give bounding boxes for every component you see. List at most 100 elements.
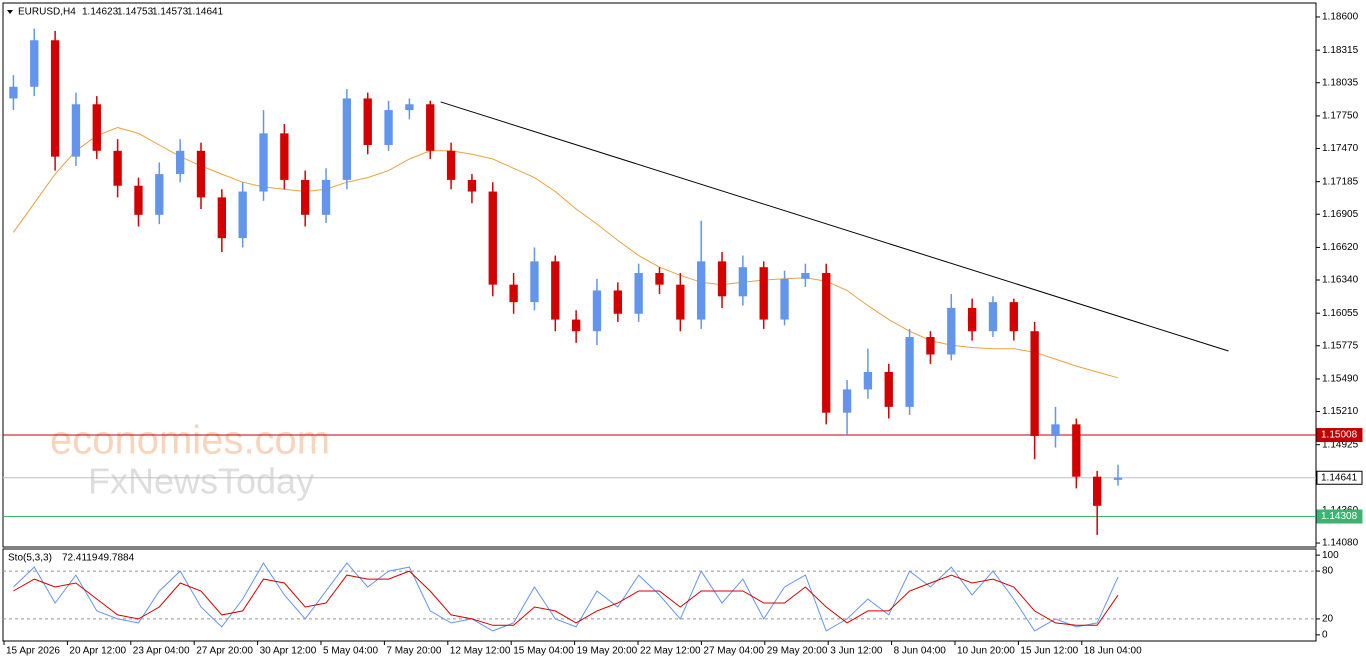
- candle-body: [530, 261, 539, 303]
- x-tick-label: 12 May 12:00: [450, 646, 511, 657]
- candle-body: [717, 261, 727, 297]
- stoch-tick-label: 100: [1322, 550, 1339, 561]
- stoch-tick-label: 20: [1322, 614, 1334, 625]
- y-tick-label: 1.17750: [1322, 111, 1359, 122]
- candle-body: [1051, 424, 1060, 436]
- candle-body: [1092, 476, 1102, 506]
- candle-body: [113, 150, 122, 186]
- x-tick-label: 15 Jun 12:00: [1020, 646, 1078, 657]
- y-tick-label: 1.14925: [1322, 439, 1359, 450]
- candle-body: [780, 278, 789, 320]
- candle-body: [9, 86, 18, 99]
- candle-body: [571, 319, 581, 332]
- x-tick-label: 22 May 12:00: [640, 646, 701, 657]
- candle-body: [155, 174, 164, 215]
- candle-body: [655, 273, 664, 285]
- candle-body: [342, 98, 352, 180]
- candle-body: [947, 307, 956, 355]
- candle-body: [634, 273, 643, 314]
- level-label-box: [1316, 509, 1363, 524]
- symbol: EURUSD,H4: [18, 7, 76, 18]
- candle-body: [363, 98, 372, 145]
- y-tick-label: 1.16340: [1322, 275, 1359, 286]
- x-tick-label: 15 Apr 2026: [6, 646, 60, 657]
- candle-body: [509, 284, 518, 303]
- candle-body: [217, 197, 227, 239]
- candle-body: [905, 337, 914, 407]
- candle-body: [259, 133, 268, 192]
- level-label-box: [1316, 470, 1363, 485]
- x-tick-label: 29 May 20:00: [767, 646, 828, 657]
- x-tick-label: 23 Apr 04:00: [133, 646, 190, 657]
- x-tick-label: 15 May 04:00: [513, 646, 574, 657]
- candle-body: [551, 261, 560, 320]
- stoch-line: [13, 570, 1119, 626]
- x-tick-label: 18 Jun 04:00: [1084, 646, 1142, 657]
- candle-body: [967, 307, 977, 332]
- x-tick-label: 8 Jun 04:00: [894, 646, 947, 657]
- x-tick-label: 19 May 20:00: [577, 646, 638, 657]
- y-tick-label: 1.18315: [1322, 45, 1359, 56]
- stoch-line: [13, 562, 1119, 632]
- candle-body: [801, 273, 810, 279]
- y-tick-label: 1.16055: [1322, 308, 1359, 319]
- candle-body: [697, 261, 706, 320]
- header-close: 1.14641: [187, 7, 224, 18]
- level-label: 1.14641: [1321, 472, 1358, 483]
- candle-body: [384, 110, 393, 145]
- candle-body: [71, 104, 81, 157]
- y-tick-label: 1.18035: [1322, 77, 1359, 88]
- candle-body: [426, 104, 435, 151]
- x-tick-label: 7 May 20:00: [386, 646, 441, 657]
- x-tick-label: 27 Apr 20:00: [196, 646, 253, 657]
- candle-body: [488, 191, 497, 285]
- header-low: 1.14573: [152, 7, 189, 18]
- y-tick-label: 1.17470: [1322, 143, 1359, 154]
- level-label-box: [1316, 428, 1363, 443]
- stoch-name: Sto(5,3,3): [8, 553, 52, 564]
- watermark-economies: economies.com: [50, 419, 330, 463]
- candle-body: [822, 273, 831, 413]
- candle-body: [467, 179, 477, 192]
- candle-body: [759, 267, 768, 320]
- candle-body: [321, 179, 331, 215]
- y-tick-label: 1.16620: [1322, 242, 1359, 253]
- level-label: 1.15008: [1321, 430, 1358, 441]
- candle-body: [405, 104, 414, 111]
- candle-body: [446, 150, 456, 180]
- candle-body: [134, 185, 143, 215]
- candle-body: [1072, 424, 1081, 477]
- level-label: 1.14308: [1321, 511, 1358, 522]
- candle-body: [50, 40, 60, 157]
- y-tick-label: 1.18600: [1322, 12, 1359, 23]
- candle-body: [301, 179, 310, 215]
- candle-body: [196, 150, 206, 198]
- candle-body: [863, 371, 873, 390]
- x-tick-label: 10 Jun 20:00: [957, 646, 1015, 657]
- stoch-tick-label: 80: [1322, 566, 1334, 577]
- main-frame: [2, 2, 1317, 548]
- y-tick-label: 1.16905: [1322, 209, 1359, 220]
- stoch-signal: 49.7884: [98, 553, 135, 564]
- watermark-fxnews: FxNewsToday: [88, 461, 314, 502]
- candle-body: [738, 267, 748, 297]
- trend-line: [440, 101, 1229, 352]
- candle-body: [1009, 302, 1018, 332]
- candle-body: [238, 191, 247, 239]
- menu-arrow[interactable]: [7, 10, 13, 14]
- y-tick-label: 1.15775: [1322, 340, 1359, 351]
- stoch-main: 72.4119: [62, 553, 98, 564]
- sub-frame: [2, 548, 1317, 642]
- x-tick-label: 20 Apr 12:00: [69, 646, 126, 657]
- candle-body: [175, 150, 185, 175]
- x-tick-label: 3 Jun 12:00: [830, 646, 883, 657]
- candle-body: [926, 337, 935, 355]
- candle-body: [92, 104, 101, 151]
- candle-body: [592, 290, 602, 332]
- candle-body: [1030, 331, 1039, 436]
- y-tick-label: 1.17185: [1322, 176, 1359, 187]
- candle-body: [30, 40, 39, 87]
- candle-body: [1113, 477, 1123, 480]
- x-tick-label: 27 May 04:00: [703, 646, 764, 657]
